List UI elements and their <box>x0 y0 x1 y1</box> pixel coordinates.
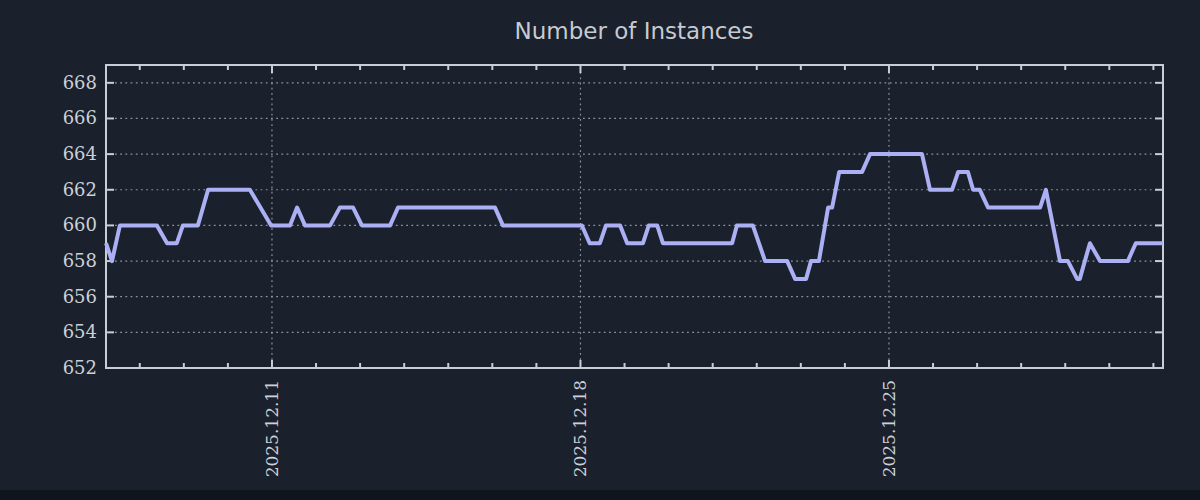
x-axis-labels: 2025.12.11 2025.12.18 2025.12.25 <box>262 380 899 477</box>
y-tick-label: 666 <box>63 107 97 128</box>
line-chart: 652654656658660662664666668 2025.12.1120… <box>0 0 1200 500</box>
bottom-bar <box>0 490 1200 500</box>
x-tick-label: 2025.12.11 <box>262 380 282 477</box>
y-tick-label: 658 <box>63 250 97 271</box>
y-tick-label: 652 <box>63 357 97 378</box>
y-tick-label: 656 <box>63 286 97 307</box>
y-tick-label: 664 <box>63 143 97 164</box>
gridlines <box>115 67 1154 366</box>
y-tick-label: 662 <box>63 179 97 200</box>
chart-title: Number of Instances <box>515 18 754 44</box>
y-axis-labels: 652 654 656 658 660 662 664 666 668 <box>63 72 97 378</box>
x-tick-label: 2025.12.25 <box>879 380 899 477</box>
x-tick-label: 2025.12.18 <box>570 380 590 477</box>
y-tick-label: 654 <box>63 321 97 342</box>
y-tick-label: 660 <box>63 214 97 235</box>
series-line <box>106 154 1163 279</box>
y-tick-label: 668 <box>63 72 97 93</box>
